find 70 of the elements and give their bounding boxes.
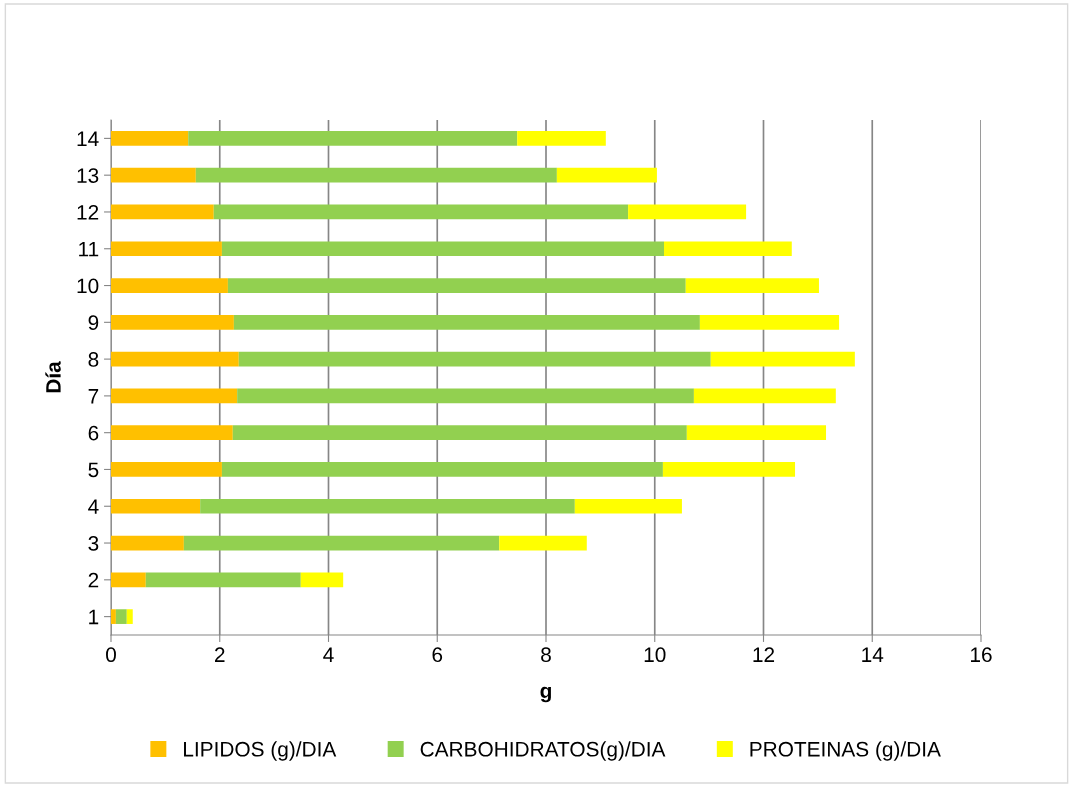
bar	[499, 535, 587, 551]
bar	[710, 351, 855, 367]
y-tick-label: 10	[77, 278, 99, 294]
bar	[238, 351, 711, 367]
bar	[699, 314, 840, 330]
bar	[111, 167, 196, 183]
bar	[574, 498, 682, 514]
x-tick-label: 0	[106, 647, 116, 663]
x-tick-label: 8	[541, 647, 551, 663]
bar	[111, 609, 116, 624]
bar	[111, 131, 189, 146]
bar	[111, 351, 239, 367]
y-tick-label: 13	[77, 168, 99, 183]
y-tick-label: 12	[77, 204, 99, 220]
bar	[111, 498, 201, 514]
bar	[628, 204, 747, 220]
bar	[237, 388, 694, 404]
y-tick-label: 2	[88, 572, 99, 588]
bar	[232, 425, 687, 441]
bar	[686, 425, 827, 441]
bar	[221, 462, 663, 477]
bar	[111, 278, 228, 293]
legend-label: CARBOHIDRATOS(g)/DIA	[420, 741, 666, 761]
x-tick-label: 16	[971, 647, 992, 663]
bar	[693, 388, 836, 404]
y-tick-label: 3	[88, 536, 99, 551]
bar	[663, 241, 792, 257]
bar	[213, 204, 629, 220]
bar	[188, 131, 518, 146]
bar	[115, 609, 127, 624]
bar	[111, 314, 234, 330]
y-tick-label: 11	[79, 241, 99, 257]
bar	[111, 241, 222, 257]
bar	[183, 535, 500, 551]
bar	[111, 535, 184, 551]
y-axis-title: Día	[45, 361, 61, 393]
bar	[111, 388, 238, 404]
x-tick-label: 10	[644, 647, 666, 663]
bar	[662, 462, 796, 477]
y-tick-label: 6	[88, 425, 99, 441]
y-tick-label: 4	[88, 499, 99, 514]
y-tick-label: 1	[89, 609, 99, 625]
x-tick-label: 14	[862, 647, 884, 662]
bar	[556, 167, 657, 183]
x-tick-label: 4	[323, 647, 334, 662]
y-tick-label: 7	[88, 389, 99, 404]
x-tick-label: 2	[215, 647, 225, 662]
bar	[685, 278, 819, 293]
bar	[300, 572, 344, 588]
y-tick-label: 5	[88, 462, 99, 478]
x-axis-title: g	[540, 686, 551, 703]
bar	[233, 314, 700, 330]
bar	[195, 167, 557, 183]
x-tick-label: 12	[753, 647, 775, 662]
x-tick-label: 6	[432, 647, 443, 663]
bar	[111, 462, 222, 477]
legend-label: PROTEINAS (g)/DIA	[750, 741, 941, 761]
y-tick-label: 14	[77, 131, 99, 146]
bar	[126, 609, 133, 624]
bar	[145, 572, 301, 588]
bar	[227, 278, 686, 293]
y-tick-label: 8	[88, 352, 99, 367]
bar	[111, 204, 214, 220]
bar	[111, 572, 146, 588]
bar	[111, 425, 233, 441]
y-tick-label: 9	[88, 315, 99, 331]
legend-label: LIPIDOS (g)/DIA	[184, 741, 337, 761]
bar	[517, 131, 606, 146]
bar	[200, 498, 575, 514]
bar	[221, 241, 664, 257]
